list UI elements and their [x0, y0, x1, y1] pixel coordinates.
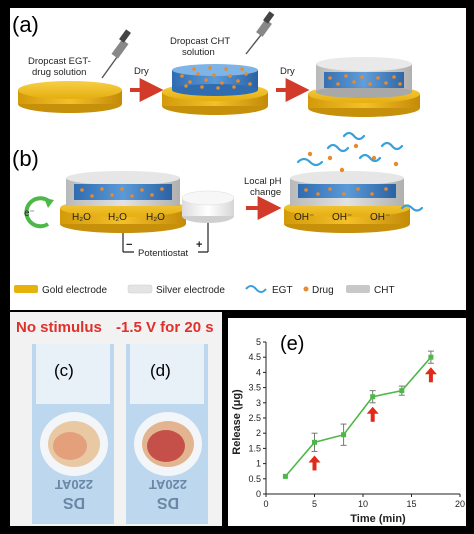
drug-particles-b-right: [304, 143, 399, 196]
x-tick-label: 0: [263, 499, 268, 509]
electron-label: e⁻: [24, 208, 35, 219]
legend-cht-swatch: [346, 285, 370, 293]
stimulus-arrow-icon: [424, 367, 437, 383]
legend-silver-label: Silver electrode: [156, 285, 225, 296]
legend-drug-icon: [303, 286, 309, 292]
water-label-3: H₂O: [146, 212, 165, 223]
drug-particles-step2: [180, 66, 252, 90]
y-tick-label: 4.5: [248, 352, 261, 362]
panel-a-label: (a): [12, 12, 39, 37]
y-tick-label: 1.5: [248, 443, 261, 453]
x-tick-label: 15: [406, 499, 416, 509]
y-tick-label: 1: [256, 459, 261, 469]
step2-label-line2: solution: [182, 47, 215, 58]
left-photo-title: No stimulus: [16, 319, 102, 336]
schematic-svg: (a) Dropcast EGT- drug solution Dry Drop…: [12, 11, 424, 296]
right-photo-title: -1.5 V for 20 s: [116, 319, 214, 336]
legend-egt-label: EGT: [272, 285, 293, 296]
pipette-icon-2: [245, 11, 275, 55]
chart-axes: 0 5 10 15 20 0 0.5 1 1.5 2 2.5 3 3.5 4 4.5 5: [248, 337, 465, 509]
electron-curved-arrow-icon: [24, 196, 54, 229]
test-strip-left: DS 220AT: [32, 344, 114, 524]
drug-particles-b-left: [80, 187, 164, 198]
chart-marks: [282, 350, 437, 479]
ph-change-line2: change: [250, 187, 281, 198]
dry-label-2: Dry: [280, 66, 295, 77]
y-tick-label: 3: [256, 398, 261, 408]
hydroxide-label-3: OH⁻: [370, 212, 390, 223]
data-point: [282, 473, 288, 479]
drug-particles-step3: [328, 74, 402, 86]
left-strip-text-2: 220AT: [55, 477, 93, 492]
y-tick-label: 5: [256, 337, 261, 347]
chart-panel: (e) 0 5 10 15 20 0 0.5 1 1.5 2 2.5 3 3.5 4 4.5 5 Time (…: [228, 318, 466, 526]
step1-label-line1: Dropcast EGT-: [28, 56, 91, 67]
step2-label-line1: Dropcast CHT: [170, 36, 230, 47]
gold-electrode-step1: [18, 81, 122, 113]
left-strip-text-1: DS: [63, 494, 86, 511]
step1-label-line2: drug solution: [32, 67, 86, 78]
data-point: [399, 388, 405, 394]
legend-silver-swatch: [127, 284, 153, 294]
chart-panel-label: (e): [280, 333, 304, 355]
data-point: [312, 439, 317, 445]
gold-electrode-step3: [308, 57, 420, 117]
ph-change-line1: Local pH: [244, 176, 282, 187]
right-strip-text-2: 220AT: [149, 477, 187, 492]
y-tick-label: 2: [256, 428, 261, 438]
gold-electrode-b-left: [60, 171, 186, 233]
legend-gold-swatch: [14, 285, 38, 293]
minus-sign: −: [126, 239, 132, 251]
x-tick-label: 5: [312, 499, 317, 509]
legend-gold-label: Gold electrode: [42, 285, 107, 296]
silver-electrode: [181, 190, 235, 223]
potentiostat-label: Potentiostat: [138, 248, 189, 259]
photo-panel: No stimulus -1.5 V for 20 s DS 220AT (c)…: [10, 312, 222, 526]
gold-electrode-b-right: [284, 171, 410, 233]
legend-egt-icon: [245, 285, 267, 293]
test-strip-right: DS 220AT: [126, 344, 208, 524]
hydroxide-label-2: OH⁻: [332, 212, 352, 223]
y-tick-label: 2.5: [248, 413, 261, 423]
y-tick-label: 0.5: [248, 474, 261, 484]
y-tick-label: 4: [256, 367, 261, 377]
water-label-1: H₂O: [72, 212, 91, 223]
hydroxide-label-1: OH⁻: [294, 212, 314, 223]
panel-b-label: (b): [12, 146, 39, 171]
pipette-icon: [101, 29, 131, 79]
legend-drug-label: Drug: [312, 285, 334, 296]
photo-d-label: (d): [150, 361, 171, 380]
schematic-panel: (a) Dropcast EGT- drug solution Dry Drop…: [10, 8, 466, 310]
gold-electrode-step2: [162, 64, 268, 115]
water-label-2: H₂O: [108, 212, 127, 223]
data-point: [370, 394, 376, 400]
y-tick-label: 0: [256, 489, 261, 499]
y-tick-label: 3.5: [248, 383, 261, 393]
potentiostat-label-bg: [134, 246, 198, 258]
right-strip-text-1: DS: [157, 494, 180, 511]
data-point: [428, 354, 434, 360]
release-chart: (e) 0 5 10 15 20 0 0.5 1 1.5 2 2.5 3 3.5 4 4.5 5 Time (…: [231, 333, 465, 525]
release-series-line: [284, 356, 432, 477]
stimulus-arrow-icon: [366, 406, 379, 422]
photo-c-label: (c): [54, 361, 74, 380]
photo-svg: No stimulus -1.5 V for 20 s DS 220AT (c)…: [16, 319, 214, 524]
legend: Gold electrode Silver electrode EGT Drug…: [14, 284, 395, 296]
stimulus-arrow-icon: [308, 455, 321, 471]
y-axis-label: Release (μg): [231, 389, 243, 455]
x-axis-label: Time (min): [350, 513, 406, 525]
egt-strands: [296, 131, 424, 212]
plus-sign: +: [196, 239, 202, 251]
legend-cht-label: CHT: [374, 285, 395, 296]
dry-label-1: Dry: [134, 66, 149, 77]
x-tick-label: 20: [455, 499, 465, 509]
data-point: [341, 432, 347, 438]
x-tick-label: 10: [358, 499, 368, 509]
